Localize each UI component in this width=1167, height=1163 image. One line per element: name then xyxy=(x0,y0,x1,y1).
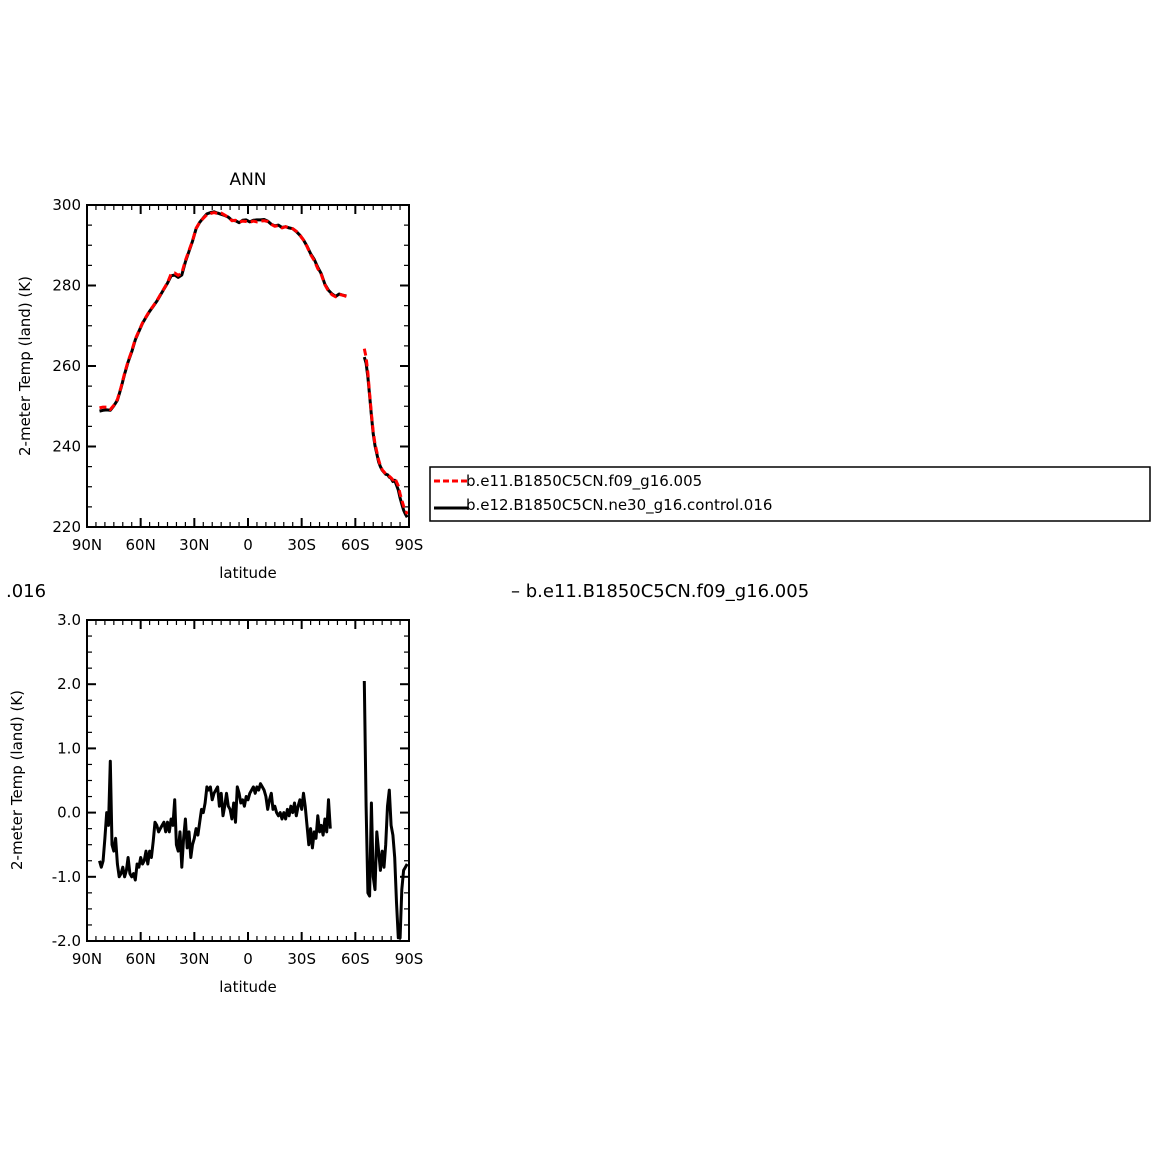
top-xlabel: latitude xyxy=(219,564,277,582)
x-tick-label: 90S xyxy=(395,536,424,554)
top-panel: ANN 90N 60N 30N 0 30S 60S 90S 300 280 260 240 220 l… xyxy=(16,170,423,582)
top-series-layer xyxy=(99,210,409,519)
x-tick-label: 60N xyxy=(126,536,156,554)
y-tick-label: 3.0 xyxy=(57,611,81,629)
x-tick-label: 60S xyxy=(341,950,370,968)
y-tick-label: 260 xyxy=(52,357,81,375)
y-tick-label: -2.0 xyxy=(52,932,81,950)
y-tick-label: 2.0 xyxy=(57,675,81,693)
x-tick-label: 0 xyxy=(243,536,253,554)
bottom-tick-labels: 90N 60N 30N 0 30S 60S 90S 3.0 2.0 1.0 0.0 -1.0 -2.0 xyxy=(52,611,424,968)
y-tick-label: 300 xyxy=(52,196,81,214)
legend-box xyxy=(429,466,1151,522)
top-title: ANN xyxy=(229,170,266,190)
bottom-axis-ticks xyxy=(86,619,410,942)
legend-label-series-2: b.e12.B1850C5CN.ne30_g16.control.016 xyxy=(466,496,772,515)
x-tick-label: 30S xyxy=(287,950,316,968)
x-tick-label: 60S xyxy=(341,536,370,554)
bottom-series-layer xyxy=(98,680,409,940)
series-1-line-segment-2 xyxy=(362,680,409,940)
top-ylabel: 2-meter Temp (land) (K) xyxy=(16,276,34,456)
x-tick-label: 90N xyxy=(72,950,102,968)
top-plot-frame xyxy=(86,204,410,528)
series-1-line-segment-1 xyxy=(98,759,332,882)
x-tick-label: 0 xyxy=(243,950,253,968)
y-tick-label: 280 xyxy=(52,277,81,295)
series-1-line-segment-2 xyxy=(362,348,409,515)
series-1-line-segment-1 xyxy=(99,211,347,411)
bottom-panel: 90N 60N 30N 0 30S 60S 90S3.02.01.00.0-1.0-2.0 … xyxy=(8,611,423,996)
y-tick-label: 0.0 xyxy=(57,804,81,822)
legend-label-series-1: b.e11.B1850C5CN.f09_g16.005 xyxy=(466,472,702,491)
x-tick-label: 60N xyxy=(126,950,156,968)
legend: b.e11.B1850C5CN.f09_g16.005 b.e12.B1850C… xyxy=(429,466,1151,522)
y-tick-label: 1.0 xyxy=(57,739,81,757)
x-tick-label: 90S xyxy=(395,950,424,968)
diff-header-right: – b.e11.B1850C5CN.f09_g16.005 xyxy=(511,581,809,602)
bottom-xlabel: latitude xyxy=(219,978,277,996)
series-2-line-segment-1 xyxy=(99,210,347,413)
diff-header-left: .016 xyxy=(6,581,46,602)
x-tick-label: 30N xyxy=(179,536,209,554)
top-tick-labels: 90N 60N 30N 0 30S 60S 90S 300 280 260 240 220 xyxy=(52,196,423,554)
x-tick-label: 30S xyxy=(287,536,316,554)
x-tick-label: 30N xyxy=(179,950,209,968)
y-tick-label: -1.0 xyxy=(52,868,81,886)
bottom-ylabel: 2-meter Temp (land) (K) xyxy=(8,690,26,870)
y-tick-label: 220 xyxy=(52,518,81,536)
top-axis-ticks xyxy=(86,204,410,528)
bottom-plot-frame xyxy=(86,619,410,942)
x-tick-label: 90N xyxy=(72,536,102,554)
y-tick-label: 240 xyxy=(52,438,81,456)
